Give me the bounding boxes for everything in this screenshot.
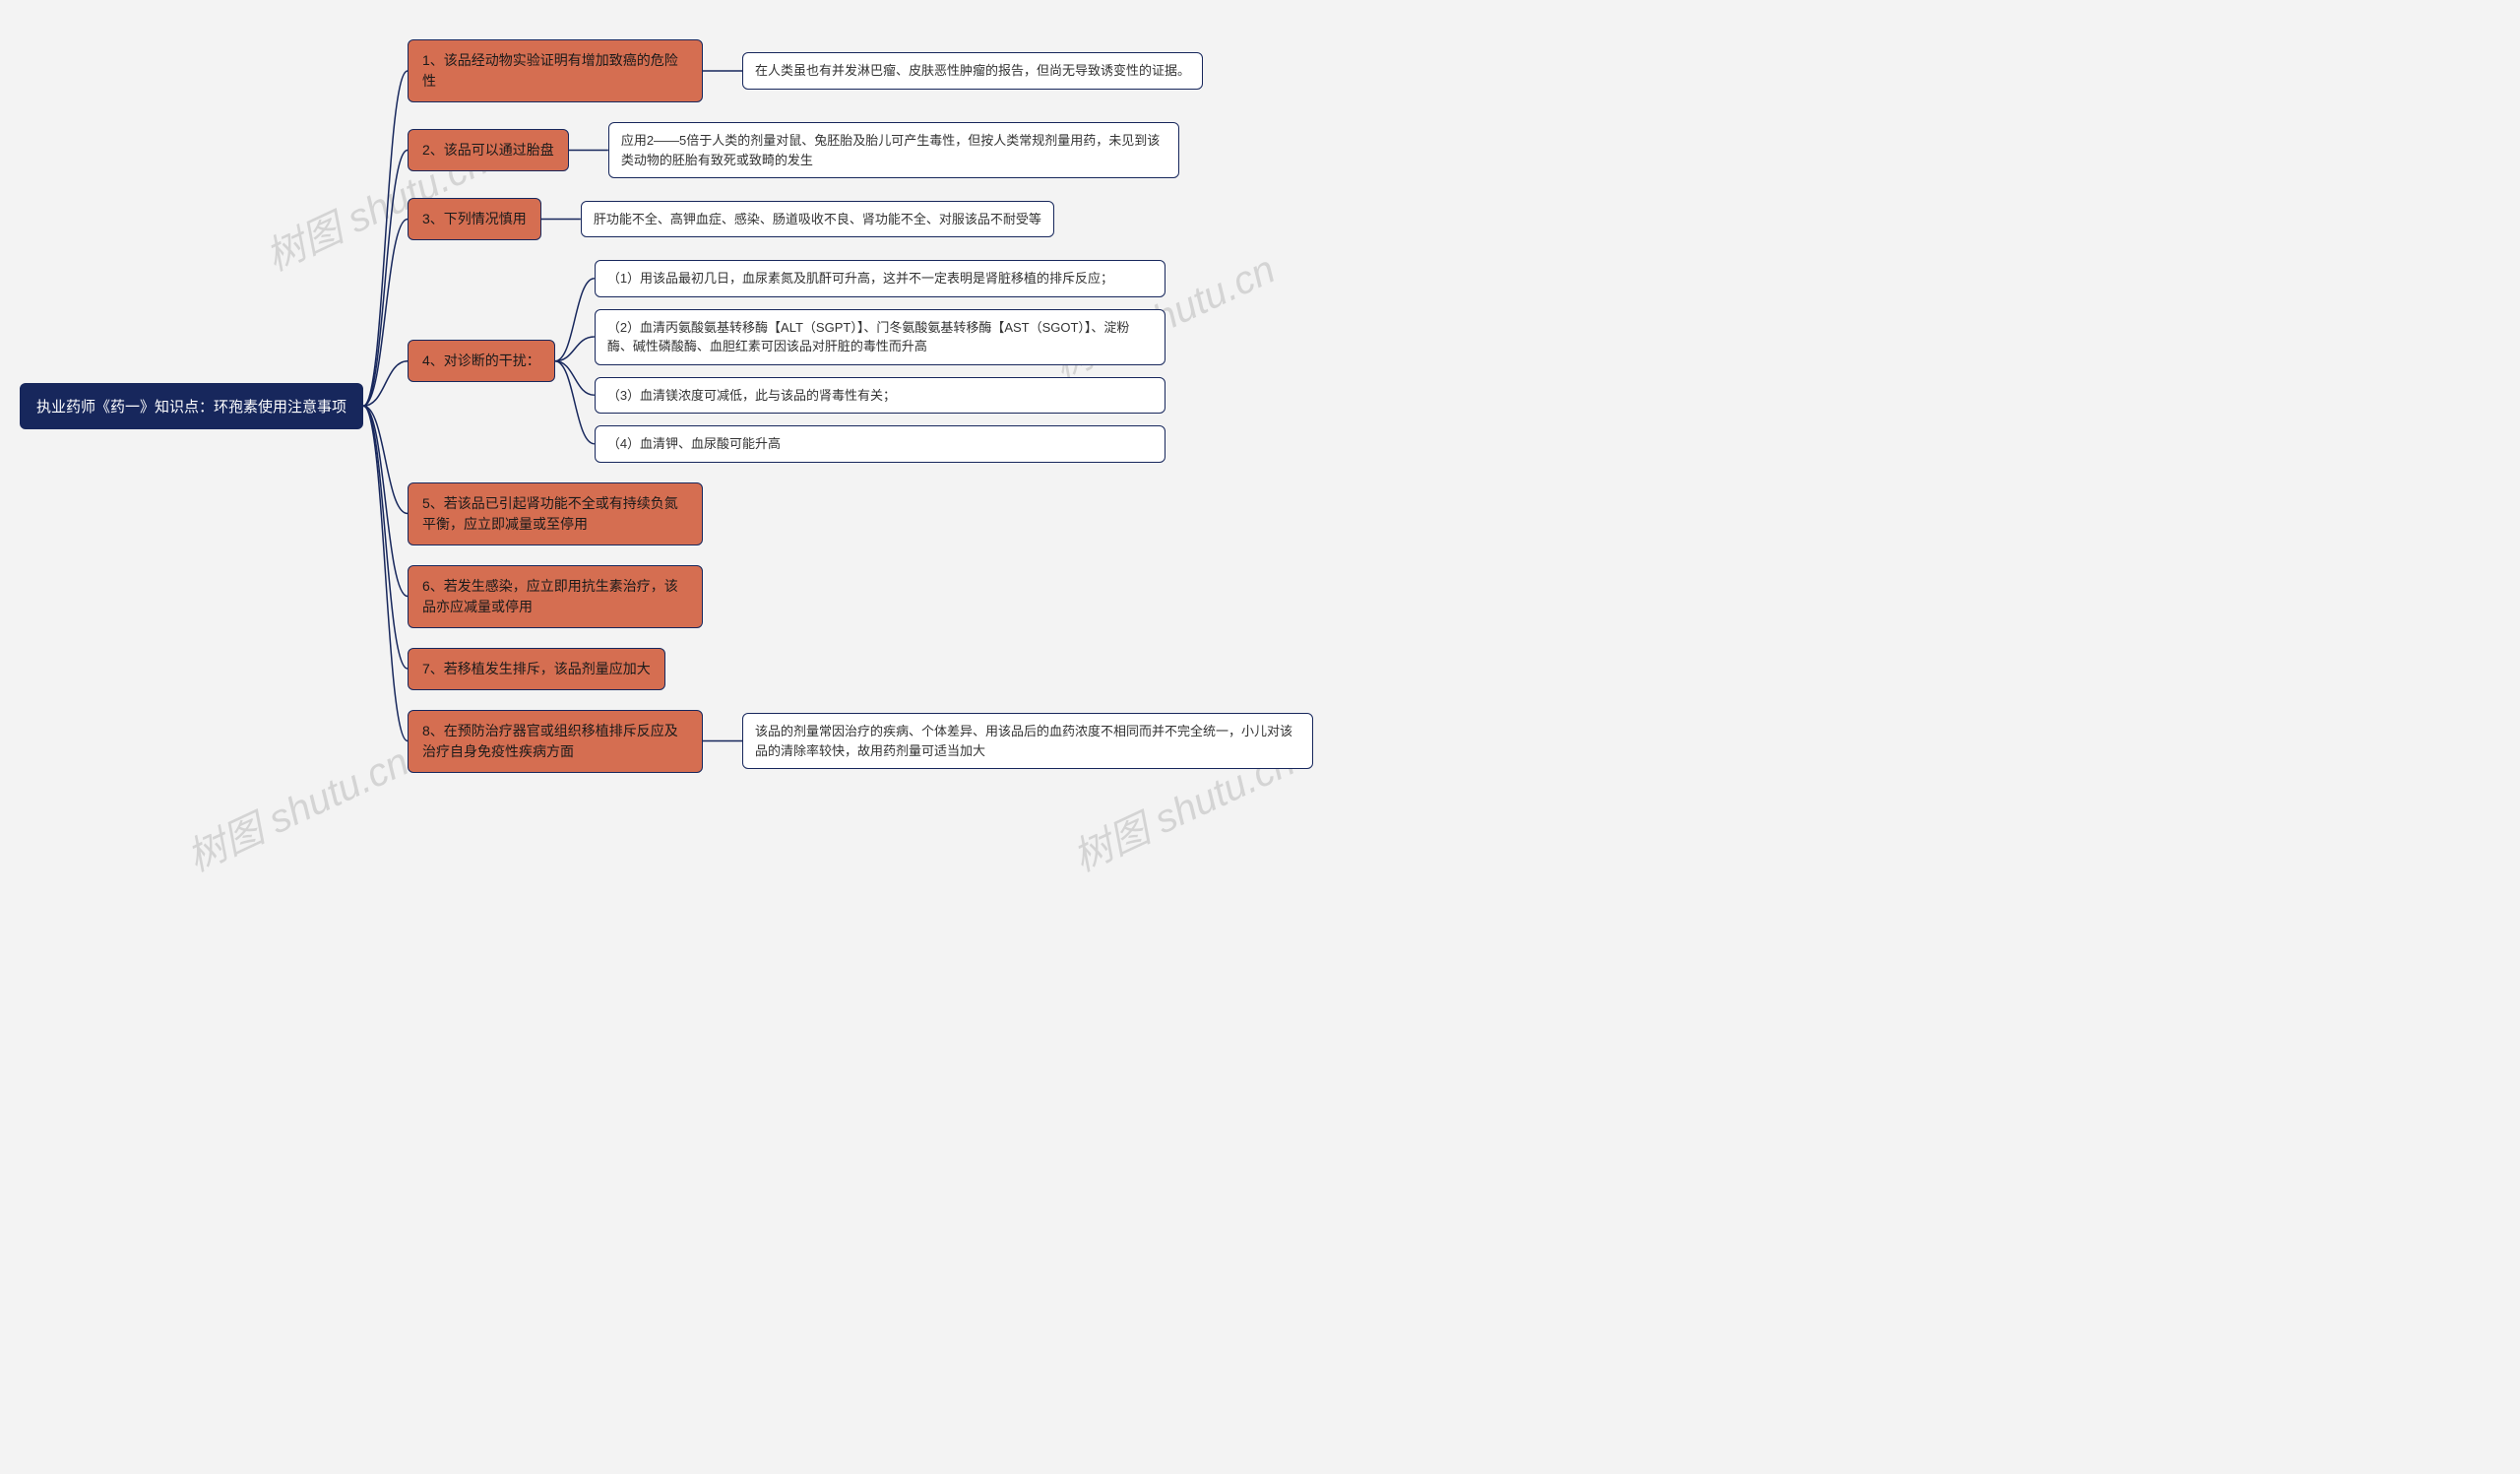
branches-container: 1、该品经动物实验证明有增加致癌的危险性 在人类虽也有并发淋巴瘤、皮肤恶性肿瘤的报… bbox=[408, 39, 1313, 773]
leaf-node: 应用2——5倍于人类的剂量对鼠、兔胚胎及胎儿可产生毒性，但按人类常规剂量用药，未… bbox=[608, 122, 1179, 178]
branch-row: 7、若移植发生排斥，该品剂量应加大 bbox=[408, 648, 1313, 690]
root-label: 执业药师《药一》知识点：环孢素使用注意事项 bbox=[36, 399, 346, 416]
branch-node: 1、该品经动物实验证明有增加致癌的危险性 bbox=[408, 39, 703, 102]
branch-row: 6、若发生感染，应立即用抗生素治疗，该品亦应减量或停用 bbox=[408, 565, 1313, 628]
root-node: 执业药师《药一》知识点：环孢素使用注意事项 bbox=[20, 383, 363, 429]
branch-node: 5、若该品已引起肾功能不全或有持续负氮平衡，应立即减量或至停用 bbox=[408, 482, 703, 545]
branch-row: 2、该品可以通过胎盘应用2——5倍于人类的剂量对鼠、兔胚胎及胎儿可产生毒性，但按… bbox=[408, 122, 1313, 178]
mindmap-container: 执业药师《药一》知识点：环孢素使用注意事项 1、该品经动物实验证明有增加致癌的危… bbox=[20, 39, 2500, 773]
branch-row: 8、在预防治疗器官或组织移植排斥反应及治疗自身免疫性疾病方面该品的剂量常因治疗的… bbox=[408, 710, 1313, 773]
branch-row: 4、对诊断的干扰： （1）用该品最初几日，血尿素氮及肌酐可升高，这并不一定表明是肾… bbox=[408, 260, 1313, 463]
branch-node: 2、该品可以通过胎盘 bbox=[408, 129, 569, 171]
leaf-node: （3）血清镁浓度可减低，此与该品的肾毒性有关； bbox=[595, 377, 1166, 415]
branch-node: 4、对诊断的干扰： bbox=[408, 340, 555, 382]
leaf-node: 该品的剂量常因治疗的疾病、个体差异、用该品后的血药浓度不相同而并不完全统一，小儿… bbox=[742, 713, 1313, 769]
branch-node: 7、若移植发生排斥，该品剂量应加大 bbox=[408, 648, 665, 690]
branch-node: 8、在预防治疗器官或组织移植排斥反应及治疗自身免疫性疾病方面 bbox=[408, 710, 703, 773]
leaf-container: （1）用该品最初几日，血尿素氮及肌酐可升高，这并不一定表明是肾脏移植的排斥反应；… bbox=[595, 260, 1166, 463]
leaf-node: （2）血清丙氨酸氨基转移酶【ALT（SGPT）】、门冬氨酸氨基转移酶【AST（S… bbox=[595, 309, 1166, 365]
leaf-node: 肝功能不全、高钾血症、感染、肠道吸收不良、肾功能不全、对服该品不耐受等 bbox=[581, 201, 1054, 238]
leaf-node: （4）血清钾、血尿酸可能升高 bbox=[595, 425, 1166, 463]
branch-node: 3、下列情况慎用 bbox=[408, 198, 541, 240]
branch-row: 3、下列情况慎用 肝功能不全、高钾血症、感染、肠道吸收不良、肾功能不全、对服该品不… bbox=[408, 198, 1313, 240]
leaf-node: 在人类虽也有并发淋巴瘤、皮肤恶性肿瘤的报告，但尚无导致诱变性的证据。 bbox=[742, 52, 1203, 90]
branch-row: 1、该品经动物实验证明有增加致癌的危险性 在人类虽也有并发淋巴瘤、皮肤恶性肿瘤的报… bbox=[408, 39, 1313, 102]
leaf-node: （1）用该品最初几日，血尿素氮及肌酐可升高，这并不一定表明是肾脏移植的排斥反应； bbox=[595, 260, 1166, 297]
branch-node: 6、若发生感染，应立即用抗生素治疗，该品亦应减量或停用 bbox=[408, 565, 703, 628]
branch-row: 5、若该品已引起肾功能不全或有持续负氮平衡，应立即减量或至停用 bbox=[408, 482, 1313, 545]
